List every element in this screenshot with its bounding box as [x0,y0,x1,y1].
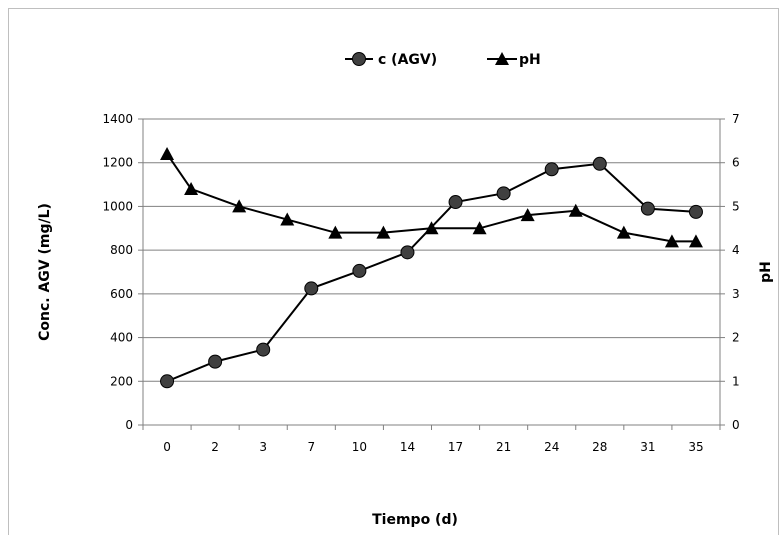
agv-data-point [688,204,703,219]
right-y-tick-label: 0 [732,418,740,432]
left-y-tick-label: 1000 [102,199,133,213]
ph-data-point [184,181,199,195]
agv-series-line [166,162,697,383]
right-y-tick-label: 7 [732,112,740,126]
left-y-tick-label: 200 [110,374,133,388]
agv-data-point [592,156,607,171]
left-y-tick-label: 400 [110,331,133,345]
x-tick-label: 7 [307,440,315,454]
x-tick-label: 24 [544,440,559,454]
ph-data-point [328,225,343,239]
ph-data-point [520,208,535,222]
left-y-tick-label: 800 [110,243,133,257]
agv-data-point [496,186,511,201]
legend-label-ph: pH [519,52,541,68]
left-y-tick-label: 1400 [102,112,133,126]
legend-item-ph: pH [487,52,541,68]
agv-data-point [544,162,559,177]
right-y-tick-label: 5 [732,199,740,213]
x-tick-label: 28 [592,440,607,454]
agv-data-point [208,354,223,369]
axes [138,118,725,430]
ph-data-point [616,225,631,239]
ph-data-point [664,234,679,248]
ph-data-point [376,225,391,239]
left-y-tick-label: 0 [125,418,133,432]
x-tick-label: 0 [163,440,171,454]
left-y-tick-label: 600 [110,287,133,301]
right-y-tick-label: 6 [732,156,740,170]
agv-data-point [400,245,415,260]
ph-data-point [688,234,703,248]
x-tick-label: 35 [688,440,703,454]
legend-triangle-marker-icon [495,52,509,65]
agv-data-point [304,281,319,296]
ph-data-point [472,221,487,235]
ph-data-point [568,203,583,217]
tick-labels: 0 200 400 600 800 1000 1200 1400 0 1 2 3 4 5 6 7 0 2 3 7 10 1… [102,112,739,454]
chart-frame [8,8,779,535]
ph-data-point [232,199,247,213]
ph-data-point [424,221,439,235]
x-tick-label: 21 [496,440,511,454]
x-tick-label: 31 [640,440,655,454]
x-tick-label: 10 [352,440,367,454]
right-y-tick-label: 4 [732,243,740,257]
x-tick-label: 2 [211,440,219,454]
right-y-tick-label: 3 [732,287,740,301]
x-tick-label: 17 [448,440,463,454]
gridlines [143,118,720,382]
x-tick-label: 14 [400,440,415,454]
legend-item-agv: c (AGV) [345,52,437,68]
agv-data-point [352,263,367,278]
left-y-axis-title: Conc. AGV (mg/L) [37,203,53,341]
legend: c (AGV) pH [345,52,541,68]
agv-data-point [256,342,271,357]
legend-label-agv: c (AGV) [378,52,437,68]
agv-data-point [640,201,655,216]
right-y-axis-title: pH [758,261,774,283]
ph-data-point [160,146,175,160]
legend-circle-marker-icon [352,52,366,66]
agv-data-point [160,374,175,389]
right-y-tick-label: 1 [732,374,740,388]
x-axis-title: Tiempo (d) [372,512,458,528]
agv-data-point [448,195,463,210]
right-y-tick-label: 2 [732,331,740,345]
ph-data-point [280,212,295,226]
series [160,146,703,389]
x-tick-label: 3 [259,440,267,454]
left-y-tick-label: 1200 [102,156,133,170]
